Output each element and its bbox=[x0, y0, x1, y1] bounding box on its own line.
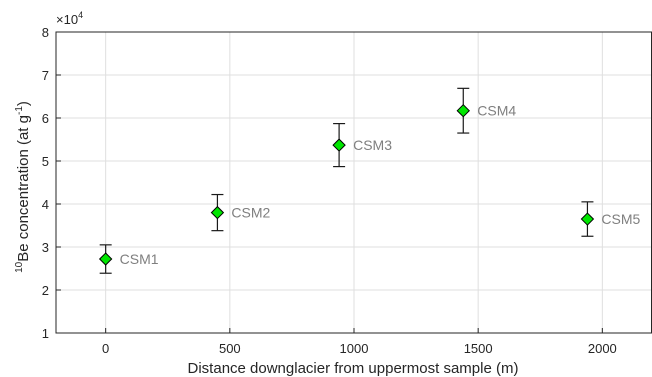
grid-lines bbox=[56, 31, 652, 334]
y-tick-label: 8 bbox=[42, 25, 49, 40]
y-axis-label: 10Be concentration (at g-1) bbox=[14, 101, 32, 273]
y-tick-label: 7 bbox=[42, 68, 49, 83]
multiplier-exp: 4 bbox=[78, 10, 83, 20]
multiplier-base: ×10 bbox=[56, 12, 78, 27]
y-tick-label: 5 bbox=[42, 154, 49, 169]
ylabel-mass-number: 10 bbox=[14, 261, 25, 273]
y-tick-label: 3 bbox=[42, 240, 49, 255]
x-tick-label: 2000 bbox=[588, 341, 617, 356]
x-tick-label: 0 bbox=[102, 341, 109, 356]
y-tick-label: 2 bbox=[42, 283, 49, 298]
data-point-marker bbox=[210, 205, 225, 220]
data-point-marker bbox=[580, 212, 595, 226]
y-tick-label: 6 bbox=[42, 111, 49, 126]
ylabel-exponent: -1 bbox=[14, 106, 25, 115]
data-point-marker bbox=[332, 138, 346, 152]
x-tick-label: 500 bbox=[219, 341, 241, 356]
ylabel-close: ) bbox=[15, 101, 32, 106]
y-tick-label: 4 bbox=[42, 197, 49, 212]
point-label: CSM1 bbox=[120, 251, 159, 267]
ylabel-main: Be concentration (at g bbox=[15, 115, 32, 262]
data-point-marker bbox=[456, 103, 470, 118]
x-axis-label: Distance downglacier from uppermost samp… bbox=[188, 360, 519, 377]
point-label: CSM5 bbox=[601, 211, 640, 227]
point-label: CSM4 bbox=[477, 103, 516, 119]
point-labels: CSM1 CSM2 CSM3 CSM4 CSM5 bbox=[120, 103, 641, 267]
point-label: CSM2 bbox=[231, 205, 270, 221]
point-label: CSM3 bbox=[353, 137, 392, 153]
data-points bbox=[98, 103, 595, 266]
x-tick-label: 1000 bbox=[340, 341, 369, 356]
x-tick-label: 1500 bbox=[464, 341, 493, 356]
data-point-marker bbox=[98, 252, 113, 266]
y-tick-label: 1 bbox=[42, 326, 49, 341]
error-bars bbox=[99, 87, 594, 274]
y-axis-multiplier: ×104 bbox=[56, 10, 83, 27]
axis-ticks: 0 500 1000 1500 2000 1 2 3 4 5 6 7 8 bbox=[42, 25, 617, 356]
